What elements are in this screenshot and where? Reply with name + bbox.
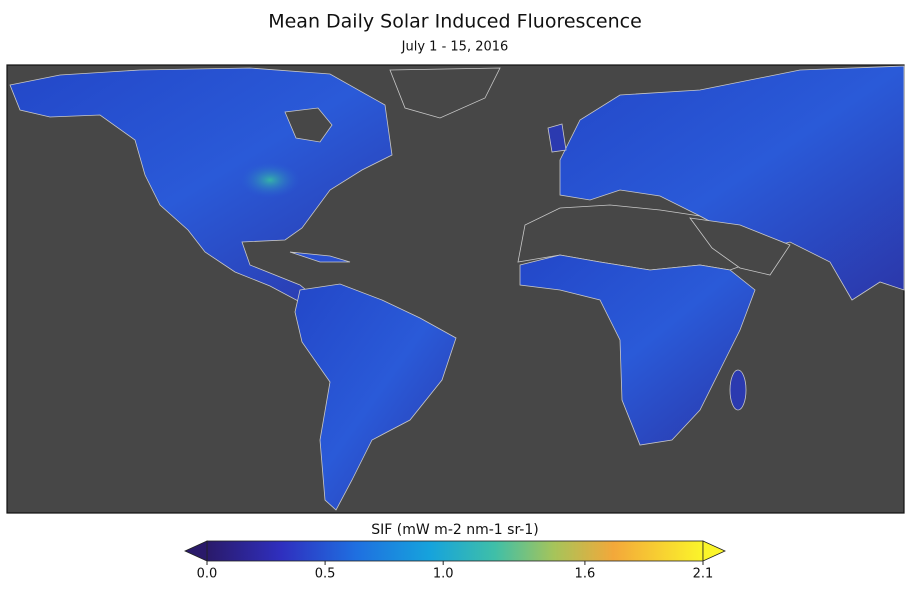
middle-east xyxy=(689,217,791,276)
corn-belt xyxy=(240,162,300,198)
colorbar-tick-label: 1.0 xyxy=(433,567,454,582)
eurasia xyxy=(559,65,905,301)
colorbar: SIF (mW m-2 nm-1 sr-1) xyxy=(184,522,726,562)
colorbar-under xyxy=(184,540,208,562)
map xyxy=(6,64,905,514)
colorbar-tick-label: 2.1 xyxy=(693,567,714,582)
madagascar xyxy=(729,369,747,411)
map-subtitle: July 1 - 15, 2016 xyxy=(401,40,509,55)
colorbar-tick-label: 0.5 xyxy=(315,567,336,582)
colorbar-ramp xyxy=(206,540,704,562)
colorbar-over xyxy=(702,540,726,562)
colorbar-label: SIF (mW m-2 nm-1 sr-1) xyxy=(371,522,538,538)
africa xyxy=(519,254,756,446)
caribbean xyxy=(289,251,351,263)
map-title: Mean Daily Solar Induced Fluorescence xyxy=(268,11,642,33)
hudson-bay xyxy=(284,107,333,143)
colorbar-tick-label: 0.0 xyxy=(197,567,218,582)
colorbar-tick-label: 1.6 xyxy=(575,567,596,582)
britain xyxy=(547,123,567,153)
greenland xyxy=(389,67,501,119)
south-america xyxy=(294,283,457,511)
